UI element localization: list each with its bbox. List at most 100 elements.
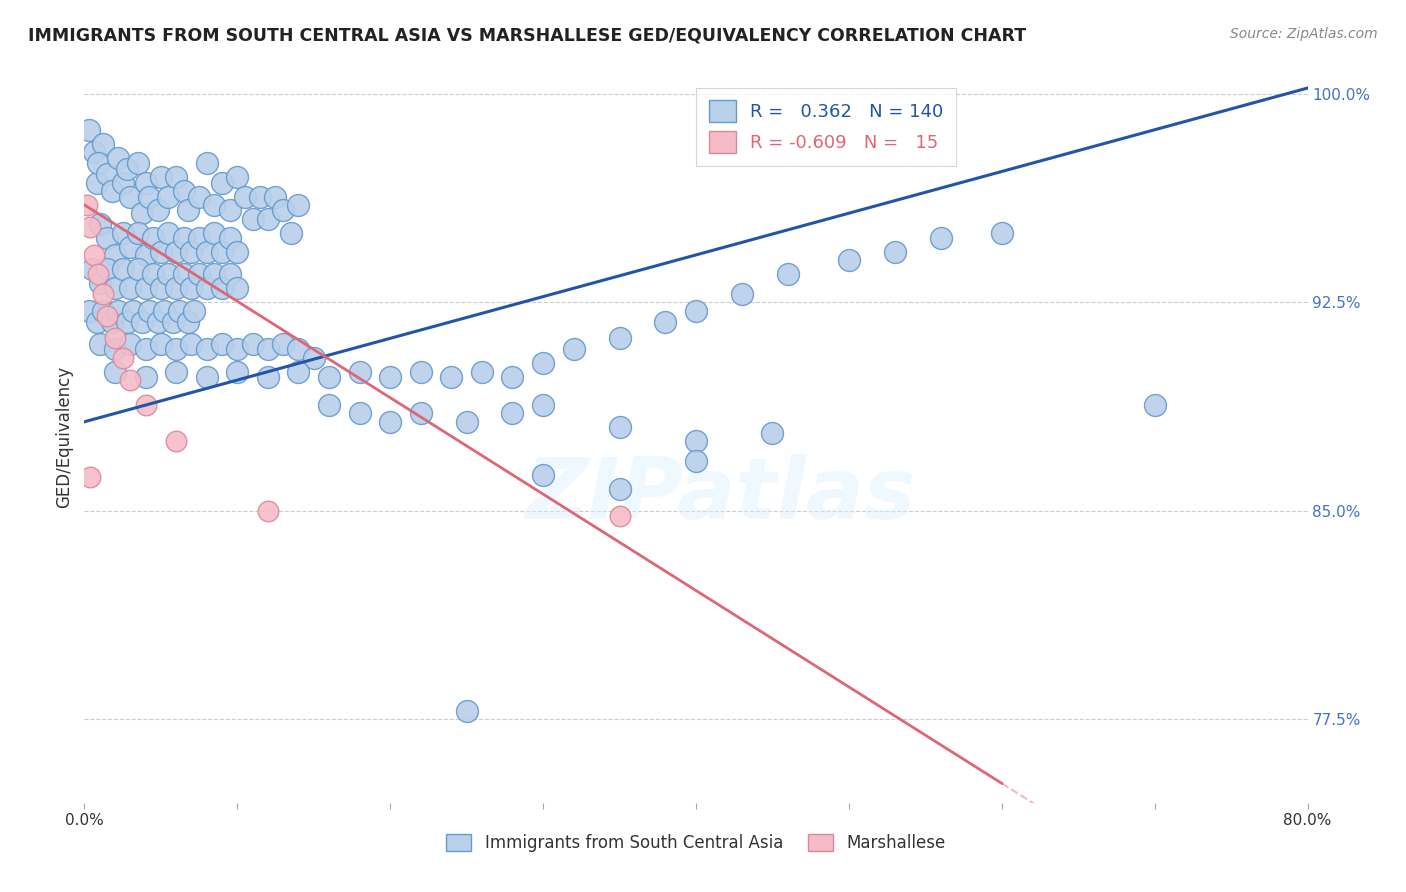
Point bbox=[318, 370, 340, 384]
Point bbox=[287, 365, 309, 379]
Point bbox=[86, 315, 108, 329]
Point bbox=[211, 281, 233, 295]
Point bbox=[202, 268, 225, 282]
Point bbox=[87, 156, 110, 170]
Point bbox=[177, 203, 200, 218]
Point bbox=[180, 337, 202, 351]
Point bbox=[380, 415, 402, 429]
Point bbox=[135, 343, 157, 357]
Point bbox=[188, 189, 211, 203]
Point bbox=[211, 337, 233, 351]
Point bbox=[122, 303, 145, 318]
Point bbox=[609, 509, 631, 524]
Text: ZIPatlas: ZIPatlas bbox=[526, 454, 915, 537]
Point bbox=[991, 226, 1014, 240]
Point bbox=[138, 189, 160, 203]
Point bbox=[111, 226, 134, 240]
Point bbox=[87, 268, 110, 282]
Point bbox=[440, 370, 463, 384]
Point bbox=[609, 482, 631, 496]
Text: IMMIGRANTS FROM SOUTH CENTRAL ASIA VS MARSHALLESE GED/EQUIVALENCY CORRELATION CH: IMMIGRANTS FROM SOUTH CENTRAL ASIA VS MA… bbox=[28, 27, 1026, 45]
Point bbox=[226, 169, 249, 184]
Point bbox=[79, 220, 101, 235]
Point bbox=[165, 365, 187, 379]
Point bbox=[149, 337, 172, 351]
Point bbox=[409, 406, 432, 420]
Point bbox=[883, 245, 905, 260]
Point bbox=[188, 268, 211, 282]
Point bbox=[257, 370, 280, 384]
Point bbox=[409, 365, 432, 379]
Point bbox=[456, 704, 478, 718]
Point bbox=[180, 281, 202, 295]
Point bbox=[120, 373, 142, 387]
Point bbox=[146, 315, 169, 329]
Point bbox=[157, 189, 180, 203]
Point bbox=[167, 303, 190, 318]
Point bbox=[271, 337, 294, 351]
Point bbox=[929, 231, 952, 245]
Point bbox=[107, 151, 129, 165]
Point bbox=[91, 136, 114, 151]
Point bbox=[162, 315, 184, 329]
Point bbox=[211, 176, 233, 190]
Point bbox=[562, 343, 585, 357]
Point bbox=[104, 281, 127, 295]
Point bbox=[131, 206, 153, 220]
Point bbox=[96, 231, 118, 245]
Point bbox=[104, 365, 127, 379]
Text: Source: ZipAtlas.com: Source: ZipAtlas.com bbox=[1230, 27, 1378, 41]
Point bbox=[77, 122, 100, 136]
Y-axis label: GED/Equivalency: GED/Equivalency bbox=[55, 366, 73, 508]
Point bbox=[183, 303, 205, 318]
Point bbox=[101, 184, 124, 198]
Point bbox=[456, 415, 478, 429]
Point bbox=[135, 370, 157, 384]
Point bbox=[165, 281, 187, 295]
Point bbox=[104, 248, 127, 262]
Point bbox=[115, 315, 138, 329]
Point bbox=[96, 167, 118, 181]
Point bbox=[127, 156, 149, 170]
Point bbox=[502, 370, 524, 384]
Point bbox=[202, 198, 225, 212]
Point bbox=[302, 351, 325, 365]
Point bbox=[89, 217, 111, 231]
Point bbox=[838, 253, 860, 268]
Point bbox=[165, 169, 187, 184]
Point bbox=[89, 337, 111, 351]
Point bbox=[1143, 398, 1166, 412]
Point bbox=[120, 239, 142, 253]
Point bbox=[257, 211, 280, 226]
Point bbox=[115, 161, 138, 176]
Point bbox=[531, 467, 554, 482]
Point bbox=[242, 337, 264, 351]
Point bbox=[104, 331, 127, 345]
Point bbox=[609, 420, 631, 434]
Point bbox=[83, 145, 105, 159]
Point bbox=[91, 303, 114, 318]
Point bbox=[120, 337, 142, 351]
Point bbox=[349, 365, 371, 379]
Point bbox=[111, 351, 134, 365]
Point bbox=[287, 198, 309, 212]
Point bbox=[685, 454, 707, 468]
Point bbox=[264, 189, 287, 203]
Point bbox=[249, 189, 271, 203]
Point bbox=[153, 303, 176, 318]
Legend: Immigrants from South Central Asia, Marshallese: Immigrants from South Central Asia, Mars… bbox=[439, 825, 953, 860]
Point bbox=[531, 356, 554, 370]
Point bbox=[218, 231, 240, 245]
Point bbox=[195, 156, 218, 170]
Point bbox=[135, 398, 157, 412]
Point bbox=[104, 343, 127, 357]
Point bbox=[120, 281, 142, 295]
Point bbox=[195, 281, 218, 295]
Point bbox=[91, 286, 114, 301]
Point bbox=[173, 231, 195, 245]
Point bbox=[135, 248, 157, 262]
Point bbox=[101, 315, 124, 329]
Point bbox=[127, 261, 149, 276]
Point bbox=[138, 303, 160, 318]
Point bbox=[127, 226, 149, 240]
